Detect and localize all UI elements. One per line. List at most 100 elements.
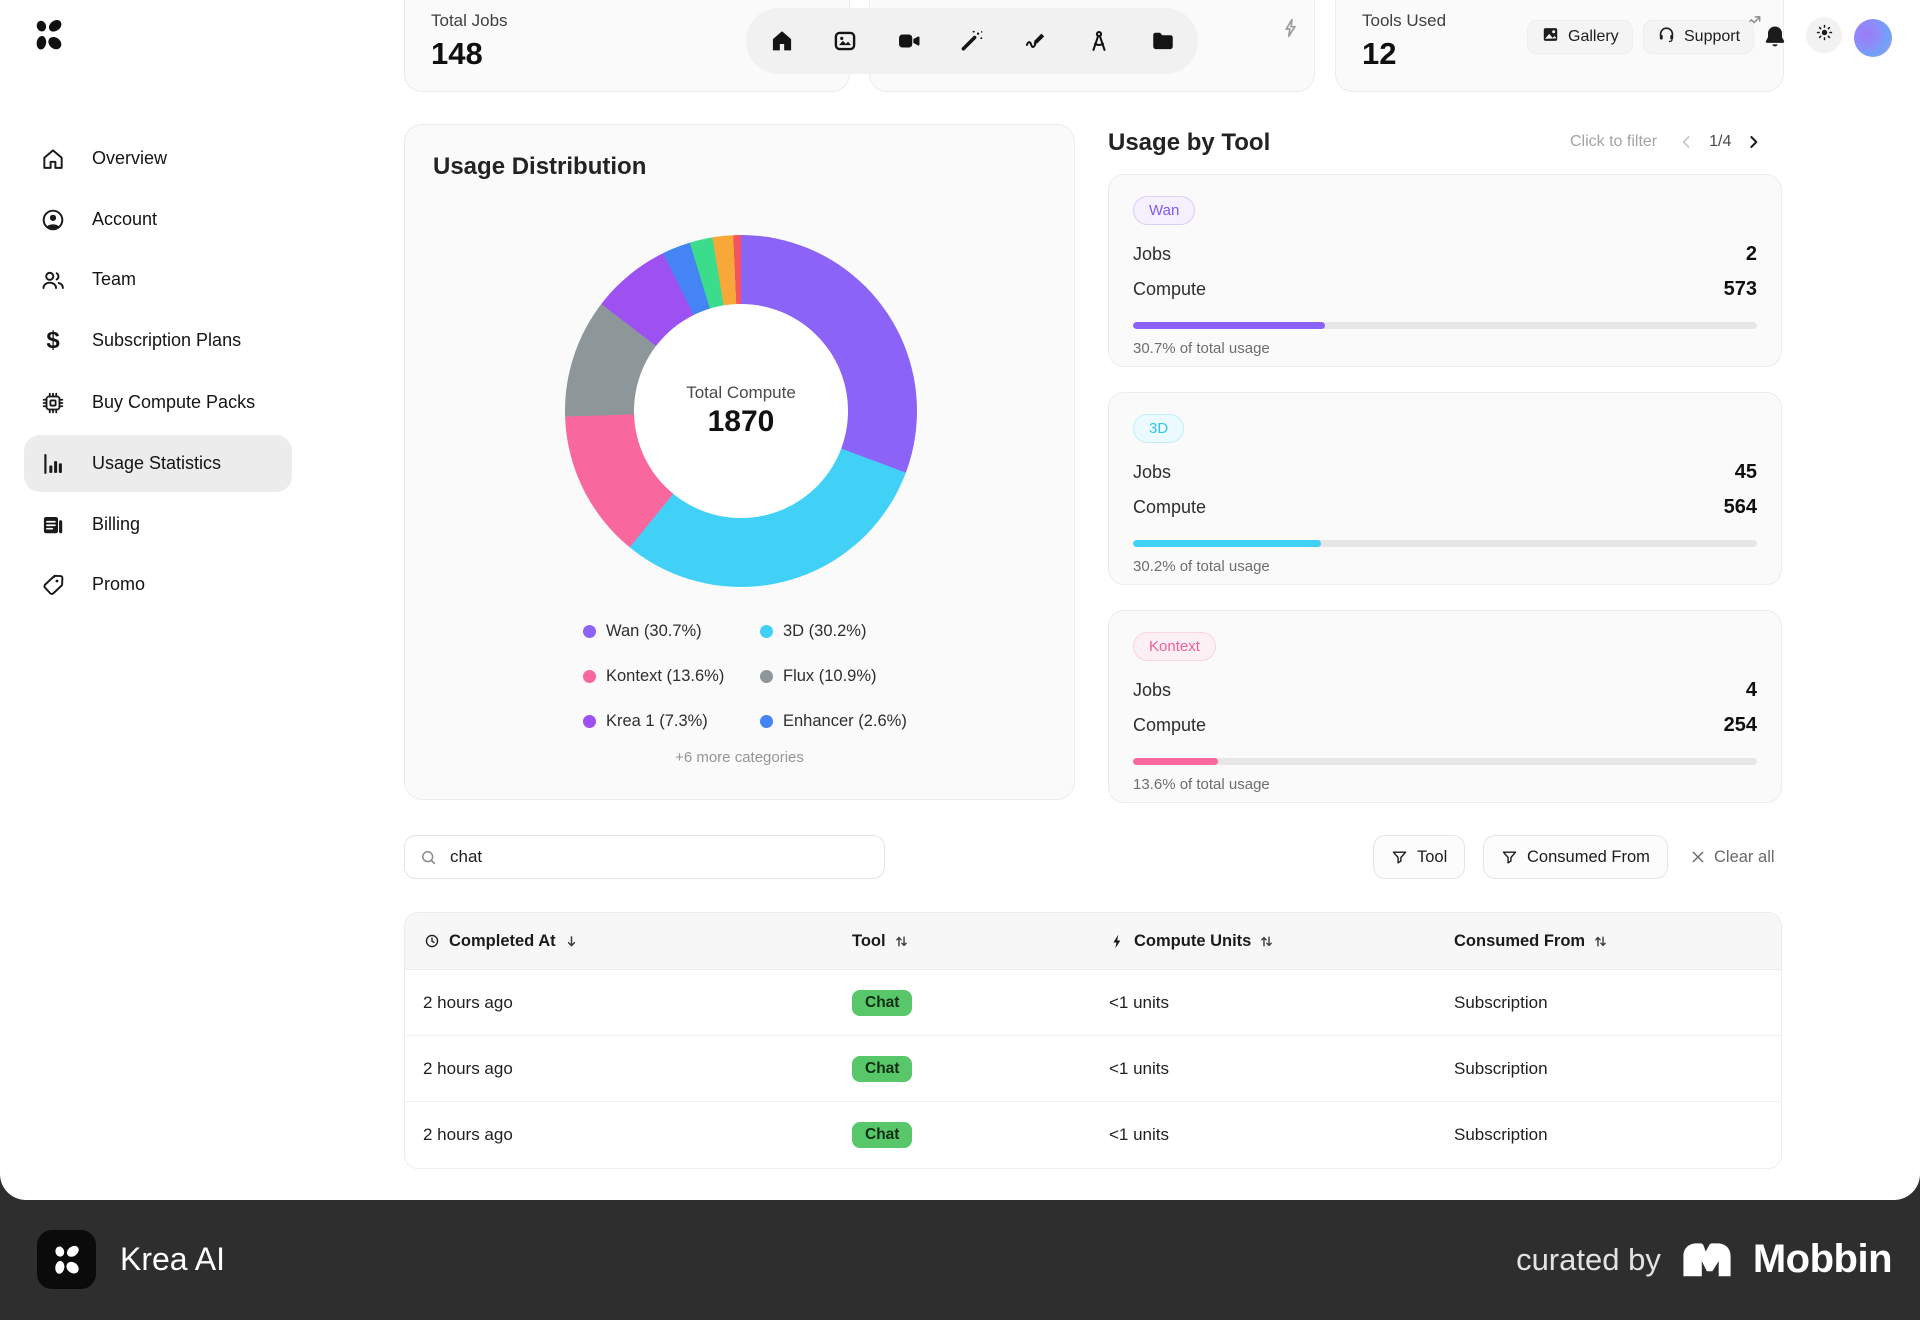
chevron-left-icon[interactable]: [1677, 132, 1697, 152]
design-icon[interactable]: [1086, 28, 1113, 55]
clear-all-button[interactable]: Clear all: [1690, 835, 1775, 879]
lightning-icon: [1280, 17, 1302, 44]
column-header-completed-at[interactable]: Completed At: [405, 913, 834, 969]
total-jobs-label: Total Jobs: [431, 11, 508, 30]
chevron-right-icon[interactable]: [1743, 132, 1763, 152]
funnel-icon: [1501, 849, 1518, 866]
sidebar-item-label: Overview: [92, 148, 168, 168]
search-input[interactable]: [450, 847, 870, 867]
sidebar-item-subscription-plans[interactable]: $ Subscription Plans: [24, 312, 292, 369]
legend-dot: [760, 625, 773, 638]
jobs-table: Completed At Tool Compute Units: [404, 912, 1782, 1169]
compute-units-cell: <1 units: [1109, 992, 1170, 1012]
legend-item: Kontext (13.6%): [583, 654, 760, 699]
mobbin-wordmark: Mobbin: [1752, 1237, 1893, 1281]
chip-icon: [42, 392, 64, 413]
support-button[interactable]: Support: [1643, 20, 1755, 54]
usage-by-tool-pagination: Click to filter 1/4: [1570, 128, 1763, 156]
tools-used-value: 12: [1362, 36, 1397, 71]
table-row: 2 hours ago Chat <1 units Subscription: [405, 1102, 1781, 1168]
sidebar-item-team[interactable]: Team: [24, 251, 292, 308]
legend-item: 3D (30.2%): [760, 609, 907, 654]
jobs-label: Jobs: [1133, 462, 1172, 482]
legend-dot: [760, 715, 773, 728]
curated-by-label: curated by: [1516, 1241, 1661, 1277]
home-icon[interactable]: [768, 28, 795, 55]
gallery-icon: [1541, 25, 1560, 49]
legend-item: Enhancer (2.6%): [760, 699, 907, 744]
column-header-compute-units[interactable]: Compute Units: [1091, 913, 1436, 969]
image-icon[interactable]: [832, 28, 859, 55]
legend-item: Wan (30.7%): [583, 609, 760, 654]
video-icon[interactable]: [895, 28, 922, 55]
total-jobs-value: 148: [431, 36, 483, 71]
sidebar-item-billing[interactable]: Billing: [24, 496, 292, 553]
app-nav-pill: [746, 8, 1198, 74]
footer-brand-name: Krea AI: [120, 1241, 225, 1277]
user-avatar[interactable]: [1854, 19, 1892, 57]
consumed-from-cell: Subscription: [1454, 1125, 1548, 1144]
consumed-from-filter-label: Consumed From: [1527, 847, 1650, 866]
mobbin-logo-icon: [1681, 1240, 1733, 1280]
jobs-value: 45: [1734, 461, 1757, 483]
legend-dot: [583, 715, 596, 728]
table-row: 2 hours ago Chat <1 units Subscription: [405, 1036, 1781, 1102]
billing-icon: [43, 516, 63, 533]
tool-card-wan[interactable]: Wan Jobs 2 Compute 573 30.7% of total usag…: [1108, 174, 1782, 367]
usage-caption: 30.2% of total usage: [1133, 558, 1270, 575]
usage-progress-track: [1133, 758, 1757, 765]
compute-label: Compute: [1133, 715, 1207, 735]
column-header-tool[interactable]: Tool: [834, 913, 1091, 969]
sidebar-item-promo[interactable]: Promo: [24, 556, 292, 613]
page-indicator: 1/4: [1709, 133, 1732, 150]
legend-dot: [760, 670, 773, 683]
gallery-button[interactable]: Gallery: [1527, 20, 1633, 54]
clock-icon: [423, 932, 441, 950]
magic-wand-icon[interactable]: [959, 28, 986, 55]
tool-filter-button[interactable]: Tool: [1373, 835, 1466, 879]
tag-icon: [43, 574, 64, 595]
folder-icon[interactable]: [1149, 28, 1176, 55]
usage-progress-track: [1133, 540, 1757, 547]
completed-at-cell: 2 hours ago: [423, 1058, 513, 1078]
sidebar-item-label: Billing: [92, 514, 141, 534]
sidebar-item-usage-statistics[interactable]: Usage Statistics: [24, 435, 292, 492]
notifications-bell-icon[interactable]: [1761, 23, 1789, 56]
usage-distribution-panel: Usage Distribution Total Compute 1870 Wa…: [404, 124, 1075, 800]
completed-at-cell: 2 hours ago: [423, 1125, 513, 1144]
sidebar-item-label: Team: [92, 269, 137, 289]
search-box: [404, 835, 885, 879]
tool-badge-chat: Chat: [852, 1055, 913, 1082]
clear-all-label: Clear all: [1714, 847, 1775, 866]
consumed-from-cell: Subscription: [1454, 1058, 1548, 1078]
tool-card-3d[interactable]: 3D Jobs 45 Compute 564 30.2% of total usag…: [1108, 392, 1782, 585]
donut-legend: Wan (30.7%) 3D (30.2%) Kontext (13.6%) F…: [583, 609, 907, 744]
usage-progress-fill: [1133, 322, 1325, 329]
jobs-label: Jobs: [1133, 680, 1172, 700]
legend-dot: [583, 670, 596, 683]
sidebar-item-overview[interactable]: Overview: [24, 130, 292, 187]
tool-badge: Wan: [1133, 196, 1196, 225]
donut-center: Total Compute 1870: [634, 304, 848, 518]
tool-card-kontext[interactable]: Kontext Jobs 4 Compute 254 13.6% of total …: [1108, 610, 1782, 803]
donut-chart[interactable]: Total Compute 1870: [565, 235, 917, 587]
tool-badge-chat: Chat: [852, 1122, 913, 1148]
tool-filter-label: Tool: [1417, 847, 1448, 866]
theme-toggle-button[interactable]: [1806, 17, 1842, 53]
sidebar-item-account[interactable]: Account: [24, 191, 292, 248]
legend-item: Krea 1 (7.3%): [583, 699, 760, 744]
completed-at-cell: 2 hours ago: [423, 992, 513, 1012]
sidebar-item-label: Subscription Plans: [92, 330, 242, 350]
sun-icon: [1815, 23, 1834, 47]
krea-logo[interactable]: [30, 16, 68, 59]
support-label: Support: [1684, 28, 1741, 45]
jobs-label: Jobs: [1133, 244, 1172, 264]
more-categories-label: +6 more categories: [675, 749, 804, 766]
draw-icon[interactable]: [1022, 28, 1049, 55]
column-header-consumed-from[interactable]: Consumed From: [1436, 913, 1781, 969]
sidebar-item-label: Usage Statistics: [92, 453, 222, 473]
krea-footer-logo[interactable]: [37, 1230, 96, 1289]
sidebar-item-buy-compute-packs[interactable]: Buy Compute Packs: [24, 374, 292, 431]
usage-caption: 13.6% of total usage: [1133, 776, 1270, 793]
consumed-from-filter-button[interactable]: Consumed From: [1483, 835, 1668, 879]
